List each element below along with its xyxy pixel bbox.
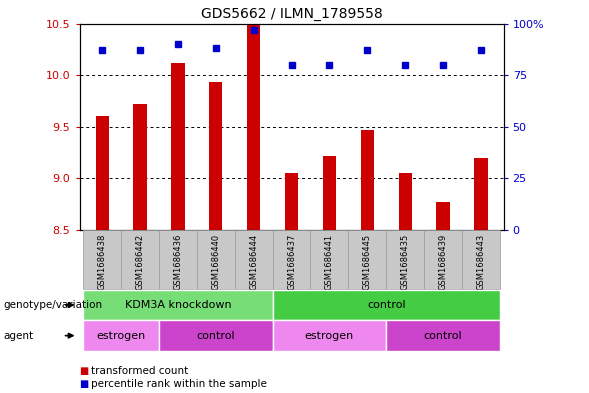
Bar <box>424 230 462 289</box>
Text: agent: agent <box>3 331 33 341</box>
Text: control: control <box>423 331 462 341</box>
Bar <box>348 230 386 289</box>
Text: GSM1686437: GSM1686437 <box>287 234 296 290</box>
Bar <box>83 290 273 320</box>
Bar <box>95 116 109 230</box>
Text: estrogen: estrogen <box>305 331 354 341</box>
Bar <box>159 320 273 351</box>
Bar <box>273 230 310 289</box>
Bar <box>386 320 500 351</box>
Bar <box>474 158 488 230</box>
Text: GSM1686436: GSM1686436 <box>174 234 183 290</box>
Text: control: control <box>367 300 406 310</box>
Text: GSM1686445: GSM1686445 <box>363 234 372 290</box>
Text: GSM1686435: GSM1686435 <box>401 234 409 290</box>
Bar <box>197 230 235 289</box>
Text: GSM1686439: GSM1686439 <box>439 234 448 290</box>
Text: GSM1686443: GSM1686443 <box>477 234 485 290</box>
Bar <box>273 290 500 320</box>
Text: GSM1686438: GSM1686438 <box>98 234 107 290</box>
Text: control: control <box>197 331 235 341</box>
Bar <box>386 230 424 289</box>
Bar <box>273 320 386 351</box>
Text: percentile rank within the sample: percentile rank within the sample <box>91 379 267 389</box>
Text: GSM1686444: GSM1686444 <box>249 234 258 290</box>
Bar <box>360 130 374 230</box>
Bar <box>323 156 336 230</box>
Bar <box>310 230 348 289</box>
Bar <box>121 230 159 289</box>
Bar <box>235 230 273 289</box>
Text: KDM3A knockdown: KDM3A knockdown <box>125 300 231 310</box>
Text: ■: ■ <box>80 366 89 376</box>
Bar <box>462 230 500 289</box>
Bar <box>83 230 121 289</box>
Text: GSM1686441: GSM1686441 <box>325 234 334 290</box>
Text: GSM1686440: GSM1686440 <box>211 234 220 290</box>
Bar <box>159 230 197 289</box>
Text: estrogen: estrogen <box>97 331 146 341</box>
Title: GDS5662 / ILMN_1789558: GDS5662 / ILMN_1789558 <box>201 7 382 21</box>
Bar <box>209 83 223 230</box>
Bar <box>436 202 449 230</box>
Bar <box>247 24 260 230</box>
Text: transformed count: transformed count <box>91 366 188 376</box>
Text: ■: ■ <box>80 379 89 389</box>
Text: GSM1686442: GSM1686442 <box>135 234 144 290</box>
Bar <box>134 104 147 230</box>
Bar <box>171 63 184 230</box>
Bar <box>399 173 412 230</box>
Bar <box>83 320 159 351</box>
Bar <box>285 173 298 230</box>
Text: genotype/variation: genotype/variation <box>3 300 102 310</box>
